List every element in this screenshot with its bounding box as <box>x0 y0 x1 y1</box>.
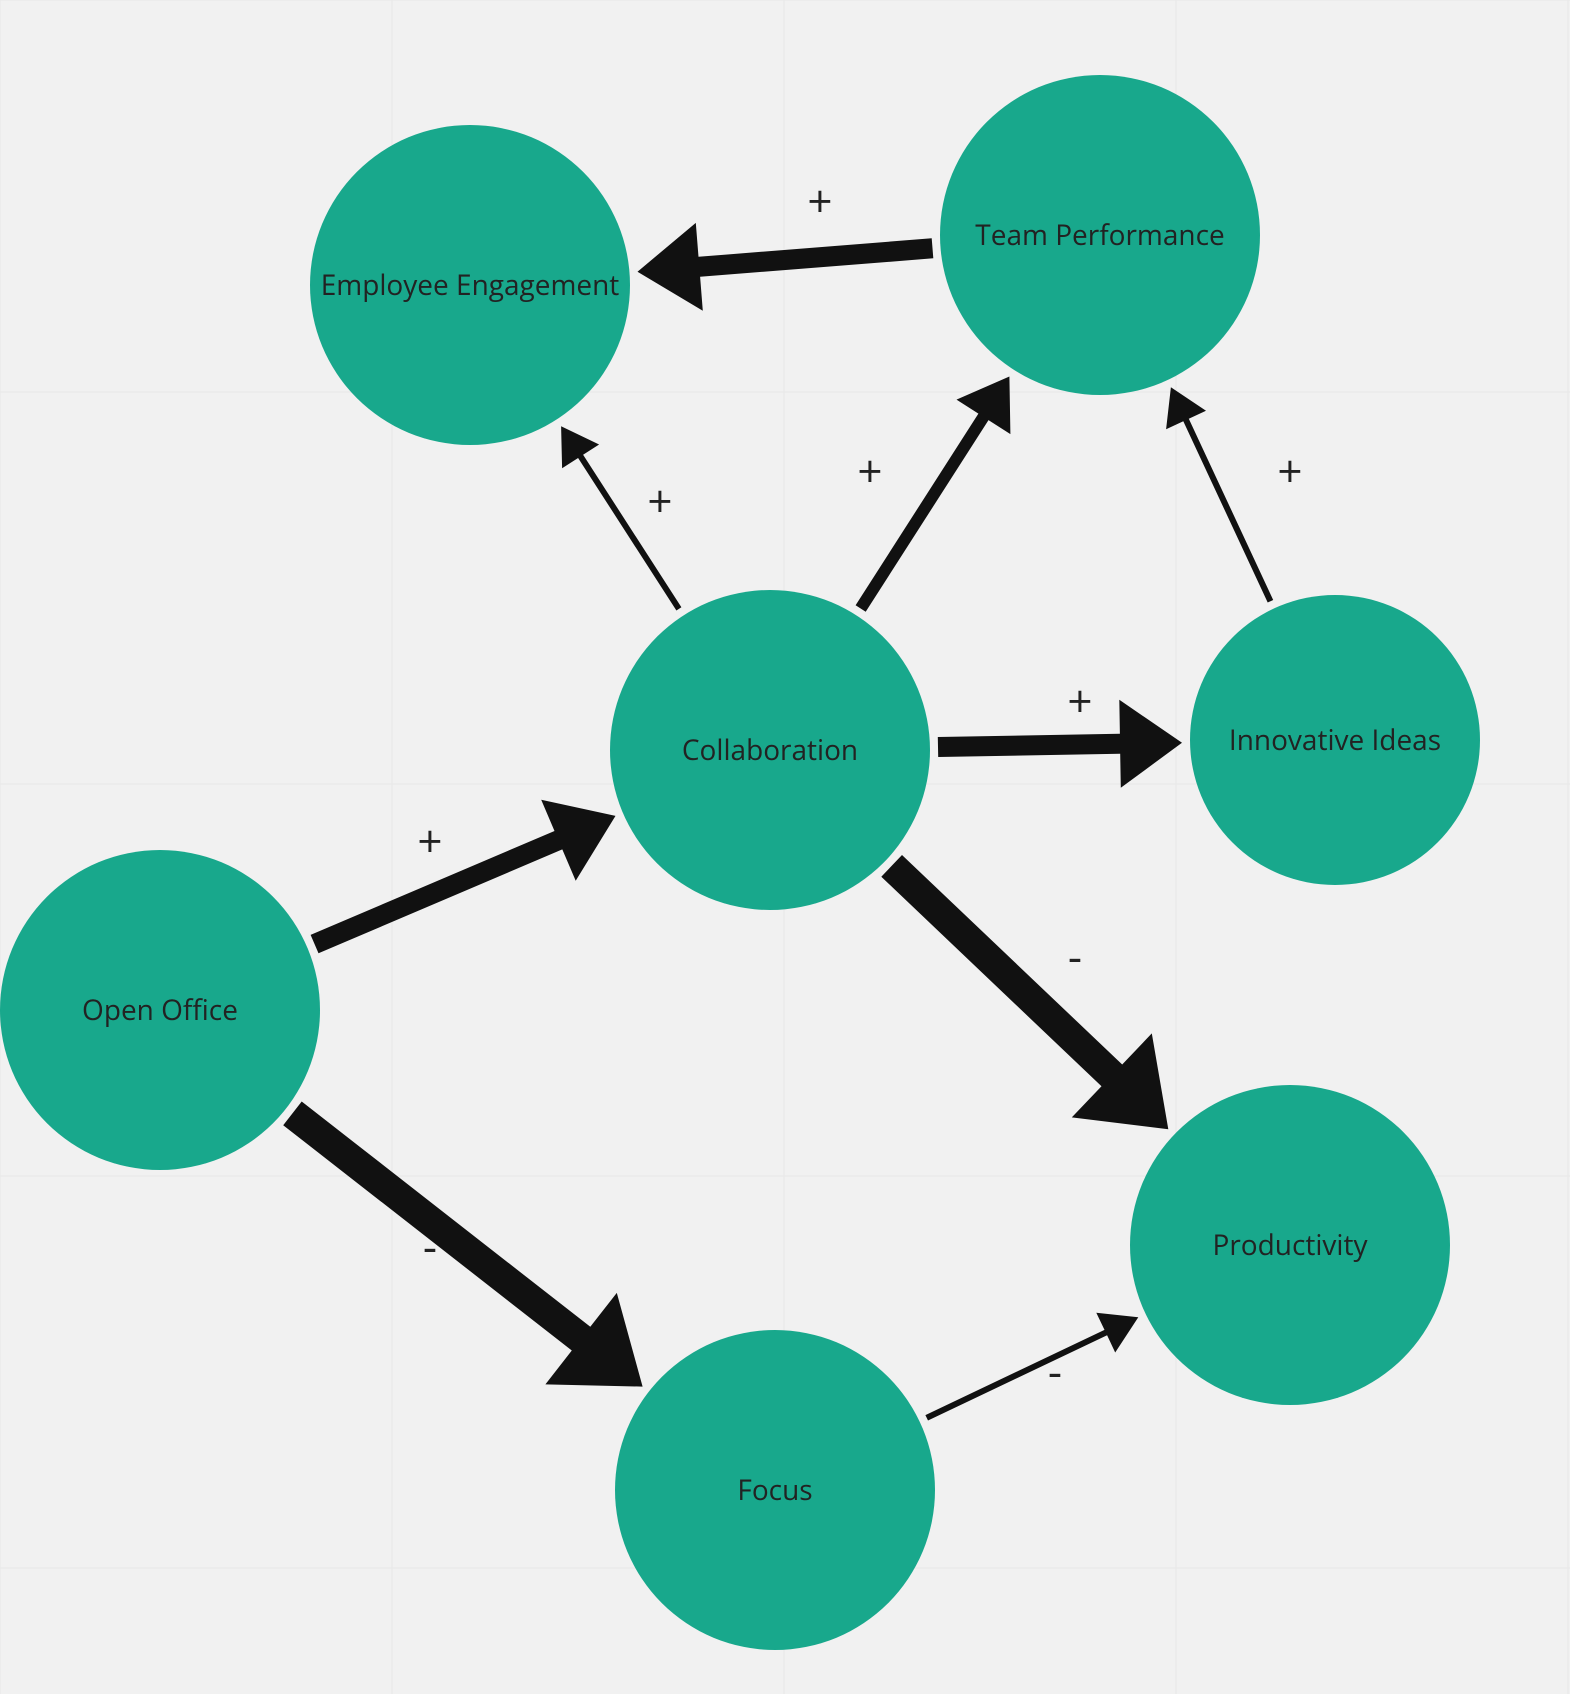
edge-collaboration-to-employee_eng <box>561 426 681 610</box>
edge-open_office-to-collaboration <box>311 800 616 954</box>
node-collaboration: Collaboration <box>610 590 930 910</box>
node-productivity: Productivity <box>1130 1085 1450 1405</box>
edge-open_office-to-focus <box>283 1102 642 1387</box>
node-label-team_perf: Team Performance <box>975 218 1224 253</box>
node-label-productivity: Productivity <box>1213 1228 1368 1263</box>
node-label-open_office: Open Office <box>82 993 238 1028</box>
diagram-canvas: Open Office Employee Engagement Collaborat… <box>0 0 1570 1694</box>
node-open_office: Open Office <box>0 850 320 1170</box>
edge-focus-to-productivity <box>925 1313 1138 1421</box>
node-innov_ideas: Innovative Ideas <box>1190 595 1480 885</box>
node-team_perf: Team Performance <box>940 75 1260 395</box>
edge-team_perf-to-employee_eng <box>638 223 934 311</box>
node-employee_eng: Employee Engagement <box>310 125 630 445</box>
node-label-collaboration: Collaboration <box>682 733 858 768</box>
edge-collaboration-to-innov_ideas <box>938 700 1182 788</box>
edge-innov_ideas-to-team_perf <box>1166 387 1273 602</box>
edge-collaboration-to-team_perf <box>856 377 1011 612</box>
node-label-focus: Focus <box>737 1473 812 1508</box>
node-label-innov_ideas: Innovative Ideas <box>1229 723 1441 758</box>
node-focus: Focus <box>615 1330 935 1650</box>
node-label-employee_eng: Employee Engagement <box>321 268 619 303</box>
edge-collaboration-to-productivity <box>881 855 1168 1129</box>
